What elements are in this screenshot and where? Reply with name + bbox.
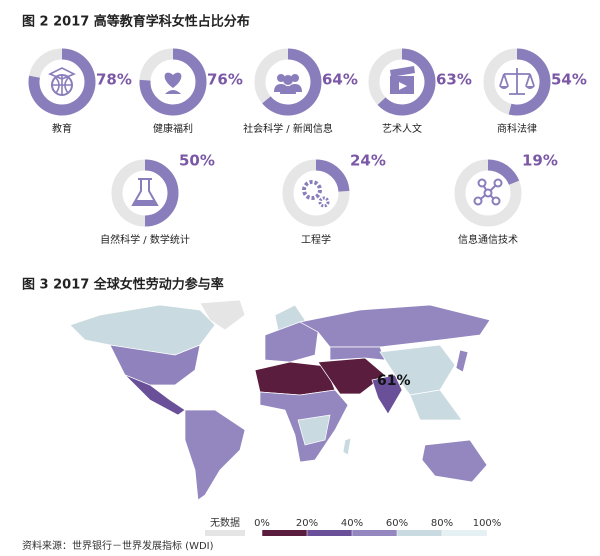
donut-arc	[28, 48, 96, 116]
icon	[302, 180, 330, 208]
region	[184, 409, 246, 501]
icon	[164, 72, 182, 94]
region	[455, 349, 469, 373]
region	[264, 321, 319, 363]
legend-swatch	[307, 530, 352, 536]
region	[298, 304, 491, 348]
icon	[134, 200, 156, 204]
icon	[318, 196, 330, 208]
legend-label: 20%	[296, 518, 318, 529]
icon	[390, 66, 415, 77]
legend-label: 40%	[341, 518, 363, 529]
icon	[473, 196, 483, 206]
legend-swatch	[397, 530, 442, 536]
category-label: 健康福利	[153, 122, 193, 135]
donut-arc	[377, 48, 436, 116]
icon	[131, 178, 159, 206]
legend-label: 0%	[254, 518, 270, 529]
legend-swatch	[205, 530, 245, 536]
icon	[302, 180, 322, 200]
region	[371, 374, 403, 415]
value-label: 76%	[207, 71, 243, 89]
legend-label: 100%	[473, 518, 502, 529]
icon	[493, 178, 503, 188]
world-map	[69, 299, 491, 501]
icon	[48, 67, 76, 95]
category-label: 商科法律	[497, 122, 537, 135]
value-label: 19%	[522, 152, 558, 170]
category-label: 艺术人文	[382, 122, 422, 135]
donut-arc	[262, 48, 322, 116]
legend-swatch	[442, 530, 487, 536]
icon	[483, 188, 493, 198]
region	[421, 439, 488, 483]
category-label: 工程学	[301, 233, 331, 246]
icon	[499, 68, 535, 95]
legend-swatch	[352, 530, 397, 536]
donut-arc	[139, 48, 207, 116]
highlight-label: 61%	[377, 373, 411, 389]
value-label: 54%	[551, 71, 587, 89]
region	[329, 346, 386, 361]
category-label: 自然科学 / 数学统计	[100, 233, 190, 246]
icon	[48, 67, 76, 96]
category-label: 教育	[52, 122, 72, 135]
region	[199, 299, 246, 331]
region	[342, 437, 352, 456]
category-label: 社会科学 / 新闻信息	[243, 122, 333, 135]
icon	[274, 84, 302, 94]
icon	[499, 86, 535, 89]
value-label: 50%	[179, 152, 215, 170]
icon	[477, 178, 487, 188]
icon	[399, 82, 407, 90]
donut-arc	[315, 159, 350, 192]
legend-label: 80%	[431, 518, 453, 529]
icon	[164, 72, 182, 94]
legend-label: 无数据	[210, 516, 240, 529]
value-label: 78%	[96, 71, 132, 89]
icon	[491, 196, 501, 206]
region	[297, 414, 331, 446]
icon	[274, 74, 302, 94]
region	[409, 389, 463, 421]
legend-swatch	[262, 530, 307, 536]
icon	[390, 66, 415, 94]
value-label: 64%	[322, 71, 358, 89]
icon	[131, 178, 159, 206]
icon	[499, 68, 535, 95]
value-label: 24%	[350, 152, 386, 170]
donut-arc	[508, 48, 551, 116]
value-label: 63%	[436, 71, 472, 89]
donut-arc	[487, 159, 520, 186]
source: 资料来源：世界银行－世界发展指标 (WDI)	[22, 539, 214, 552]
donut-arc	[144, 159, 179, 227]
chart-title: 图 3 2017 全球女性劳动力参与率	[22, 277, 224, 293]
category-label: 信息通信技术	[458, 233, 518, 246]
legend-label: 60%	[386, 518, 408, 529]
icon	[473, 178, 503, 206]
icon	[283, 75, 293, 85]
chart-title: 图 2 2017 高等教育学科女性占比分布	[22, 14, 250, 30]
